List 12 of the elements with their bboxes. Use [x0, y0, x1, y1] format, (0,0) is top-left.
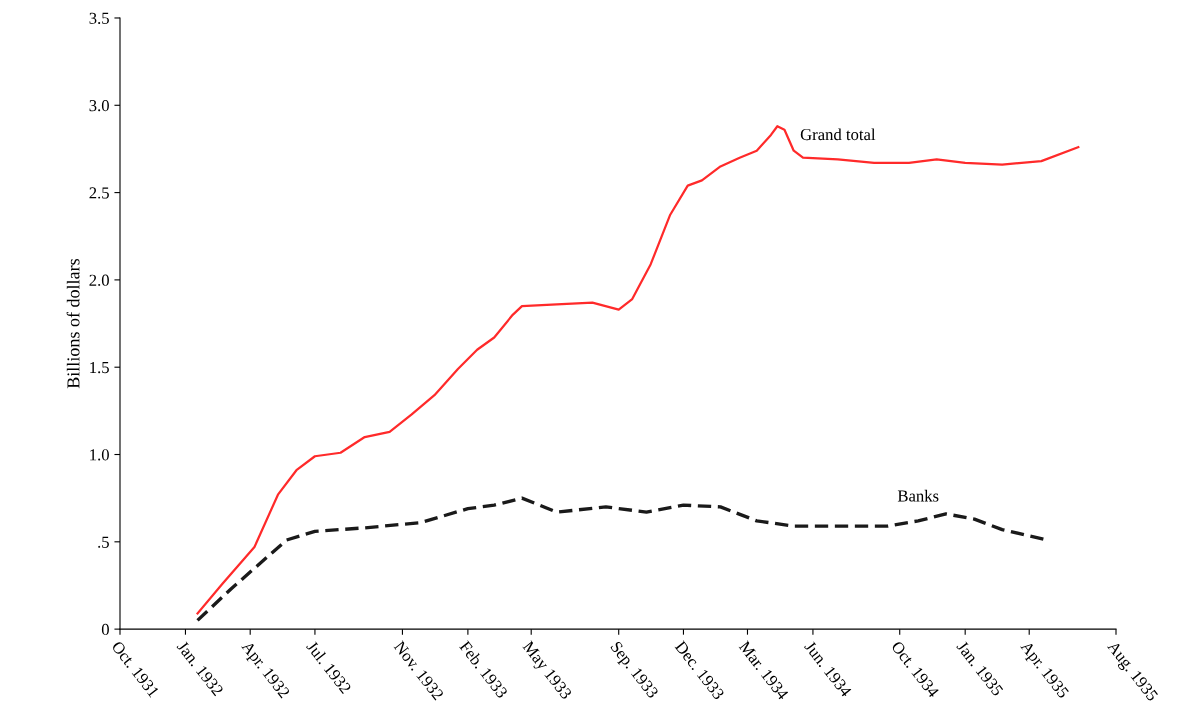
- line-series: [196, 125, 1080, 615]
- y-axis-title: Billions of dollars: [66, 259, 80, 389]
- y-tick-label: 0: [101, 623, 109, 636]
- y-tick-label: .5: [98, 536, 109, 548]
- y-tick-label: 2.5: [89, 187, 109, 199]
- series-label: Banks: [897, 489, 939, 502]
- series-label: Grand total: [800, 128, 876, 141]
- y-tick-label: 1.5: [90, 361, 109, 374]
- y-tick-label: 1.0: [90, 449, 109, 461]
- y-tick-label: 3.5: [89, 12, 109, 24]
- y-tick-label: 3.0: [89, 99, 109, 112]
- y-tick-label: 2.0: [89, 274, 109, 286]
